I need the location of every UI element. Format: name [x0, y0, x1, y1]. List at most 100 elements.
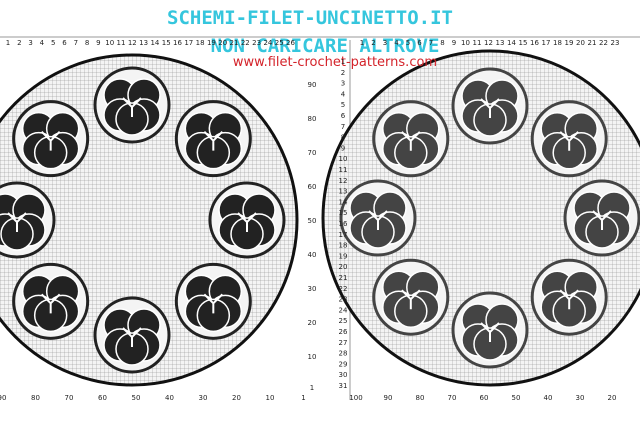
petal-vein: [203, 293, 224, 314]
ruler-label: 8: [440, 39, 444, 47]
ruler-label: 3: [341, 80, 345, 88]
ruler-label: 9: [452, 39, 456, 47]
ruler-label: 19: [207, 39, 216, 47]
ruler-label: 31: [339, 382, 348, 390]
petal: [361, 215, 395, 249]
ruler-label: 4: [341, 90, 346, 98]
ruler-label: 30: [339, 371, 348, 379]
ruler-label: 5: [406, 39, 410, 47]
ruler-label: 8: [85, 39, 89, 47]
ruler-label: 50: [132, 394, 141, 402]
ruler-label: 20: [308, 319, 317, 327]
ruler-label: 80: [416, 394, 425, 402]
ruler-label: 1: [6, 39, 10, 47]
title: SCHEMI-FILET-UNCINETTO.IT: [167, 7, 453, 29]
ruler-label: 30: [576, 394, 585, 402]
ruler-label: 20: [576, 39, 585, 47]
ruler-label: 14: [339, 198, 348, 206]
petal: [585, 215, 619, 249]
subtitle: NON CARICARE ALTROVE: [211, 35, 440, 57]
ruler-label: 50: [512, 394, 521, 402]
ruler-label: 14: [150, 39, 159, 47]
ruler-label: 17: [339, 231, 348, 239]
petal-vein: [559, 289, 579, 310]
ruler-label: 20: [339, 263, 348, 271]
ruler-label: 17: [542, 39, 551, 47]
petal-vein: [40, 130, 61, 151]
ruler-label: 12: [339, 177, 348, 185]
ruler-label: 30: [308, 285, 317, 293]
petal: [196, 298, 231, 333]
petal-vein: [7, 212, 27, 232]
ruler-label: 22: [241, 39, 250, 47]
petal: [115, 102, 149, 136]
petal: [33, 298, 68, 333]
ruler-label: 16: [173, 39, 182, 47]
ruler-label: 7: [341, 123, 345, 131]
ruler-label: 4: [40, 39, 45, 47]
petal-vein: [122, 97, 142, 117]
ruler-label: 40: [308, 251, 317, 259]
ruler-label: 19: [339, 252, 348, 260]
ruler-label: 7: [429, 39, 433, 47]
ruler-label: 24: [263, 39, 272, 47]
ruler-label: 2: [371, 39, 375, 47]
ruler-label: 70: [65, 394, 74, 402]
petal: [33, 135, 68, 170]
ruler-label: 27: [339, 339, 348, 347]
ruler-label: 60: [308, 183, 317, 191]
ruler-label: 19: [565, 39, 574, 47]
ruler-label: 1: [360, 39, 364, 47]
ruler-label: 16: [530, 39, 539, 47]
petal: [552, 294, 586, 328]
petal: [552, 136, 586, 170]
ruler-label: 29: [339, 360, 348, 368]
ruler-label: 90: [0, 394, 6, 402]
ruler-label: 21: [339, 274, 348, 282]
ruler-label: 100: [349, 394, 362, 402]
petal-vein: [480, 98, 500, 118]
ruler-label: 8: [341, 134, 345, 142]
petal: [394, 136, 428, 170]
ruler-label: 15: [162, 39, 171, 47]
petal-vein: [559, 131, 579, 151]
ruler-label: 15: [519, 39, 528, 47]
petal-vein: [401, 131, 421, 151]
ruler-label: 21: [230, 39, 239, 47]
left-pattern: [0, 53, 299, 387]
ruler-label: 60: [480, 394, 489, 402]
ruler-label: 11: [473, 39, 482, 47]
petal-vein: [480, 322, 500, 342]
ruler-label: 40: [544, 394, 553, 402]
ruler-label: 10: [339, 155, 348, 163]
ruler-label: 10: [105, 39, 114, 47]
ruler-label: 80: [31, 394, 40, 402]
ruler-label: 14: [507, 39, 516, 47]
ruler-label: 24: [339, 306, 348, 314]
ruler-label: 10: [266, 394, 275, 402]
ruler-label: 70: [308, 149, 317, 157]
ruler-label: 23: [252, 39, 261, 47]
ruler-label: 5: [51, 39, 55, 47]
ruler-label: 25: [275, 39, 284, 47]
ruler-label: 6: [62, 39, 67, 47]
ruler-label: 23: [611, 39, 620, 47]
ruler-label: 20: [608, 394, 617, 402]
ruler-label: 1: [341, 58, 345, 66]
ruler-label: 60: [98, 394, 107, 402]
petal-vein: [401, 289, 421, 310]
ruler-label: 18: [553, 39, 562, 47]
ruler-label: 3: [383, 39, 387, 47]
ruler-label: 9: [341, 144, 345, 152]
petal-vein: [368, 210, 388, 230]
ruler-label: 70: [448, 394, 457, 402]
ruler-label: 22: [339, 285, 348, 293]
ruler-label: 10: [308, 353, 317, 361]
ruler-label: 12: [484, 39, 493, 47]
ruler-label: 7: [74, 39, 78, 47]
petal: [394, 294, 428, 328]
ruler-label: 20: [218, 39, 227, 47]
ruler-label: 50: [308, 217, 317, 225]
petal-vein: [122, 327, 142, 347]
